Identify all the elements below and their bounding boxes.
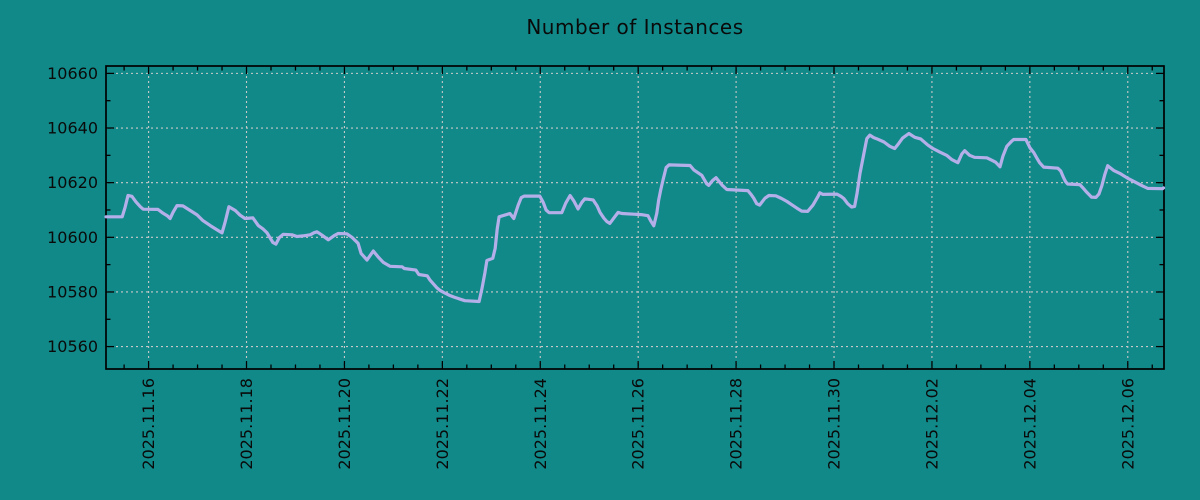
- series-line-instances: [104, 131, 1166, 304]
- y-tick-label: 10620: [47, 173, 98, 192]
- x-tick-label: 2025.11.22: [433, 378, 452, 470]
- x-tick-label: 2025.11.26: [629, 378, 648, 470]
- x-tick-label: 2025.11.20: [335, 378, 354, 470]
- plot-border: [105, 65, 1165, 370]
- y-tick-label: 10580: [47, 282, 98, 301]
- y-tick-label: 10640: [47, 119, 98, 138]
- x-tick-label: 2025.12.04: [1020, 378, 1039, 470]
- y-tick-label: 10560: [47, 337, 98, 356]
- y-tick-label: 10660: [47, 64, 98, 83]
- chart-title: Number of Instances: [526, 15, 744, 39]
- x-tick-label: 2025.11.24: [531, 378, 550, 470]
- x-tick-label: 2025.11.16: [139, 378, 158, 470]
- x-tick-label: 2025.11.18: [237, 378, 256, 470]
- x-tick-label: 2025.11.28: [727, 378, 746, 470]
- x-tick-label: 2025.12.06: [1118, 378, 1137, 470]
- y-tick-label: 10600: [47, 228, 98, 247]
- x-tick-label: 2025.12.02: [922, 378, 941, 470]
- x-tick-label: 2025.11.30: [825, 378, 844, 470]
